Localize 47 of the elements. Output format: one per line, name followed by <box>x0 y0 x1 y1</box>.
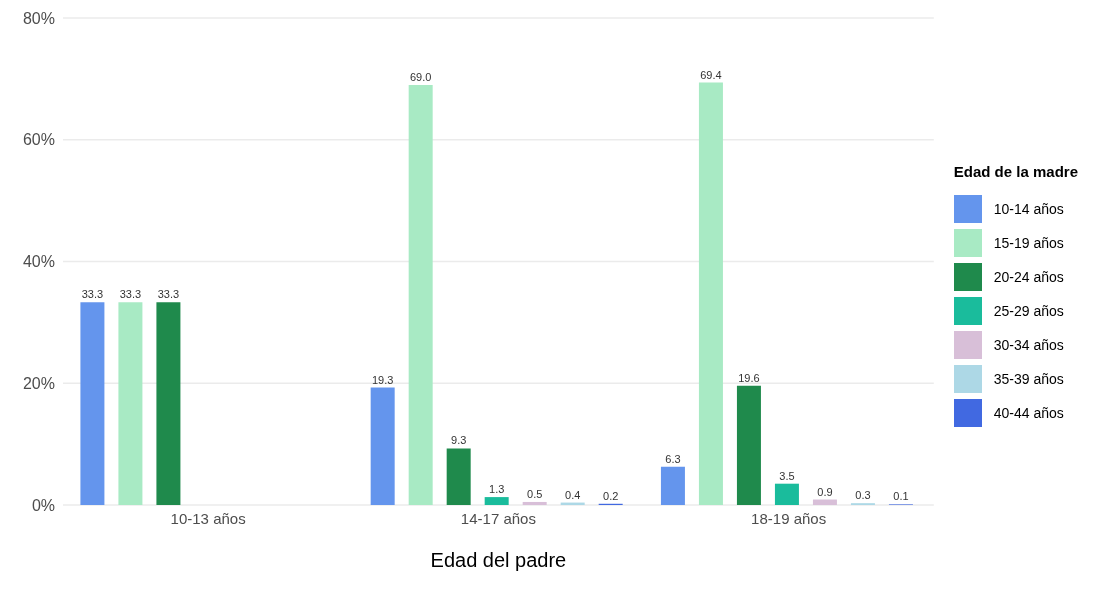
data-label: 1.3 <box>489 483 505 496</box>
legend-label: 30-34 años <box>993 337 1064 353</box>
bar <box>408 84 433 505</box>
x-axis-title: Edad del padre <box>430 549 567 571</box>
data-label: 69.0 <box>409 70 432 83</box>
bar <box>812 499 837 505</box>
data-label: 0.9 <box>817 485 833 498</box>
legend-label: 10-14 años <box>993 201 1064 217</box>
x-tick-label: 14-17 años <box>460 509 536 527</box>
bar <box>698 82 723 505</box>
data-label: 3.5 <box>779 469 795 482</box>
data-label: 9.3 <box>451 434 467 447</box>
y-tick-label: 40% <box>22 253 55 271</box>
y-tick-label: 80% <box>22 9 55 27</box>
bar <box>370 387 395 505</box>
x-tick-label: 18-19 años <box>751 509 827 527</box>
legend-title: Edad de la madre <box>953 163 1078 180</box>
bar <box>660 466 685 505</box>
data-label: 33.3 <box>119 288 142 301</box>
bar <box>80 302 105 505</box>
bar <box>118 302 143 505</box>
y-tick-label: 60% <box>22 131 55 149</box>
data-label: 0.3 <box>855 489 871 502</box>
data-label: 33.3 <box>157 288 180 301</box>
legend-label: 40-44 años <box>993 405 1064 421</box>
data-label: 0.2 <box>603 489 619 502</box>
bar <box>446 448 471 505</box>
bar <box>156 302 181 505</box>
y-tick-label: 20% <box>22 374 55 392</box>
bar <box>484 497 509 505</box>
data-label: 0.1 <box>893 490 909 503</box>
bar <box>774 483 799 505</box>
bar <box>736 385 761 505</box>
data-label: 0.4 <box>565 488 581 501</box>
data-label: 69.4 <box>700 68 722 81</box>
data-label: 19.3 <box>371 373 394 386</box>
x-tick-label: 10-13 años <box>170 509 246 527</box>
data-label: 0.5 <box>527 487 543 500</box>
y-tick-label: 0% <box>31 496 55 514</box>
legend-label: 20-24 años <box>993 269 1064 285</box>
data-label: 19.6 <box>738 371 760 384</box>
legend-label: 35-39 años <box>993 371 1064 387</box>
bar <box>522 501 547 505</box>
legend-label: 25-29 años <box>993 303 1064 319</box>
data-label: 6.3 <box>665 452 681 465</box>
legend-label: 15-19 años <box>993 235 1064 251</box>
data-label: 33.3 <box>81 288 104 301</box>
